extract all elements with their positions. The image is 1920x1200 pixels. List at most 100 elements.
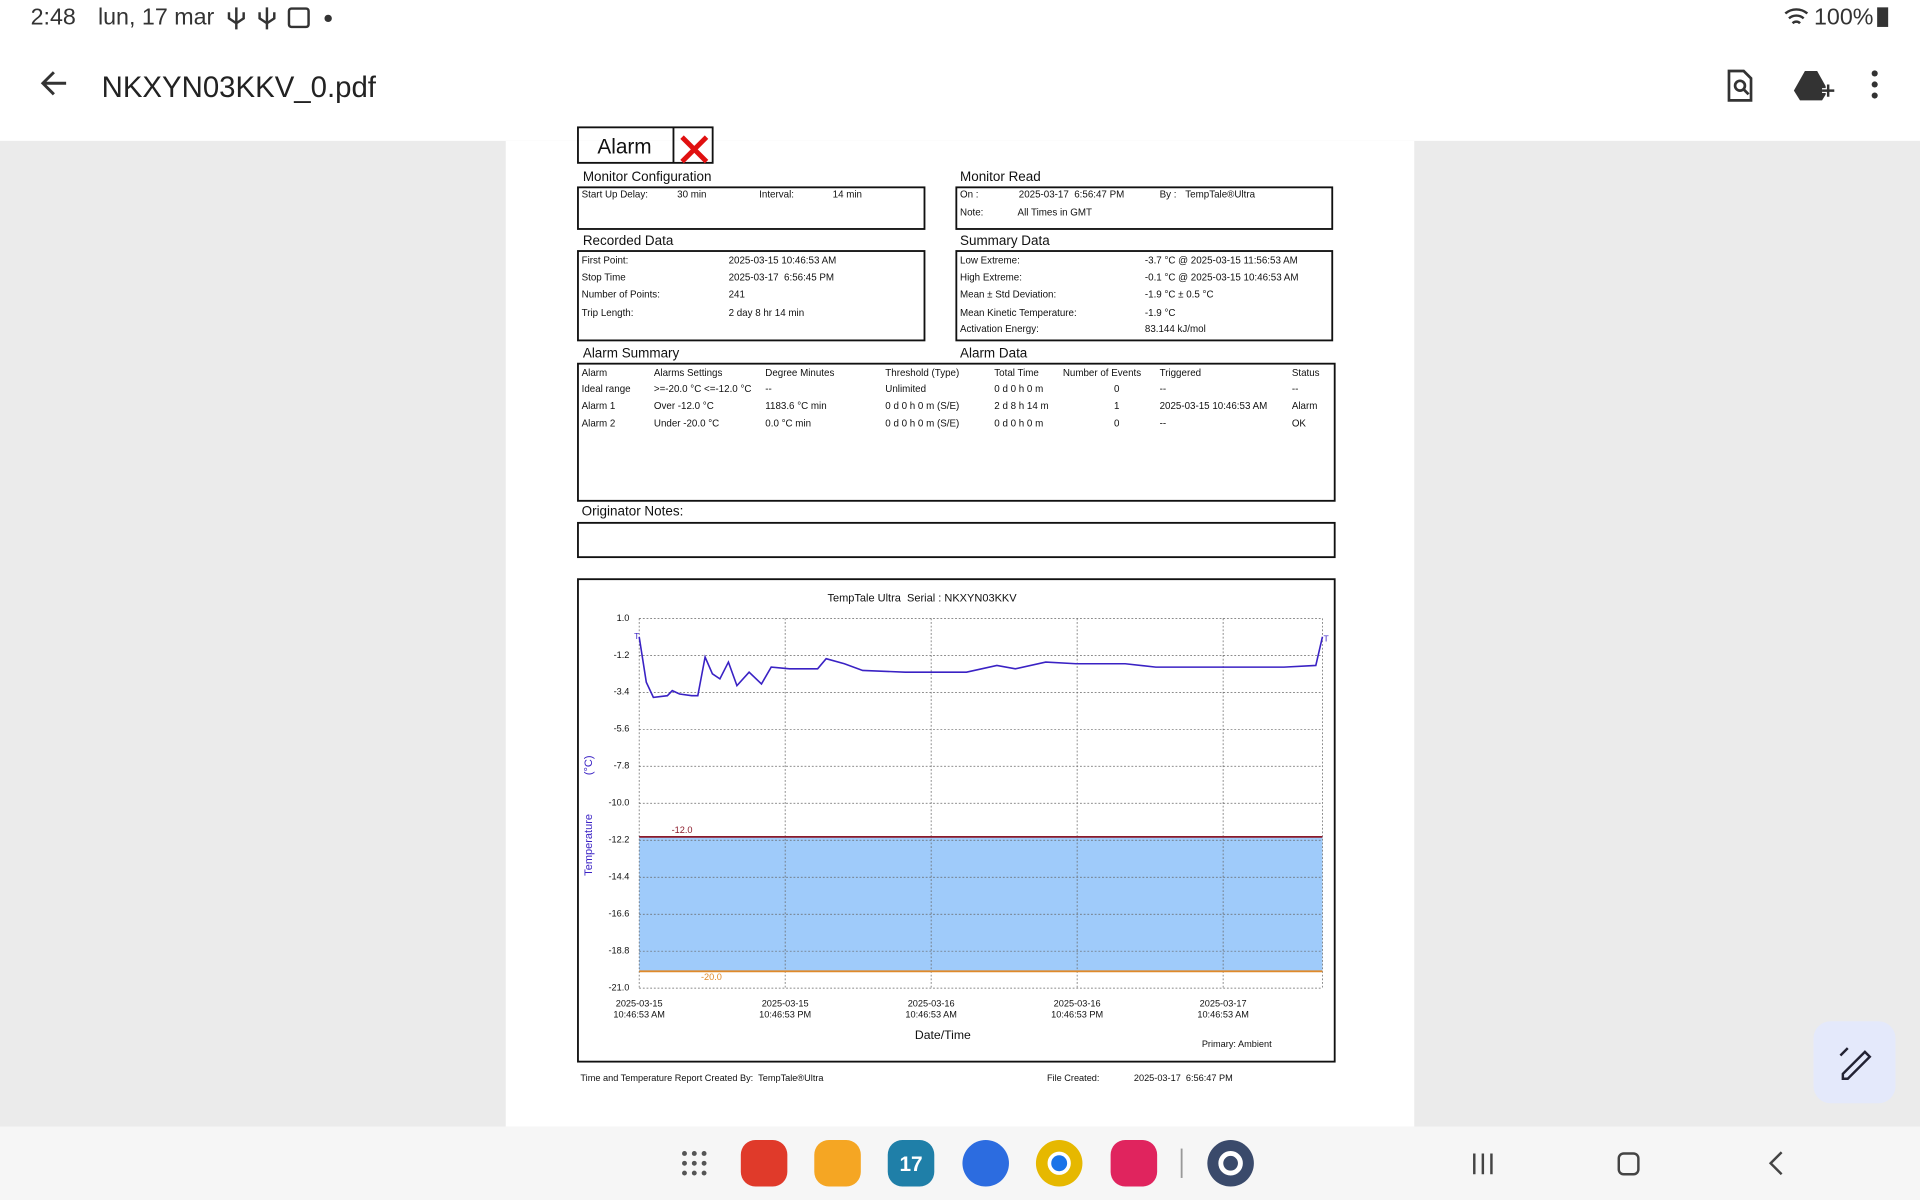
x-tick-label: 10:46:53 AM bbox=[613, 1010, 665, 1020]
cell-text: -1.9 °C ± 0.5 °C bbox=[1145, 290, 1214, 301]
chart-note: Primary: Ambient bbox=[1202, 1039, 1272, 1049]
cell-text: On : bbox=[960, 189, 978, 200]
cell-text: Alarm 2 bbox=[582, 418, 616, 429]
nav-bar bbox=[0, 1126, 1920, 1200]
x-tick-label: 2025-03-15 bbox=[616, 999, 663, 1009]
app-icon[interactable] bbox=[740, 1140, 788, 1187]
y-tick-label: -21.0 bbox=[608, 983, 629, 993]
home-button[interactable] bbox=[1617, 1152, 1640, 1176]
x-tick-label: 2025-03-16 bbox=[908, 999, 955, 1009]
cell-text: 2025-03-15 10:46:53 AM bbox=[729, 255, 837, 266]
cell-text: Ideal range bbox=[582, 384, 631, 395]
more-button[interactable] bbox=[1871, 70, 1878, 99]
search-doc-button[interactable] bbox=[1727, 69, 1753, 102]
cell-text: 0 d 0 h 0 m bbox=[994, 418, 1043, 429]
alarm-label: Alarm bbox=[597, 136, 651, 159]
cell-text: 2 day 8 hr 14 min bbox=[729, 308, 805, 319]
cell-text: Activation Energy: bbox=[960, 324, 1039, 335]
cell-text: Degree Minutes bbox=[765, 368, 834, 379]
cell-text: 0.0 °C min bbox=[765, 418, 811, 429]
cell-text: Over -12.0 °C bbox=[654, 401, 714, 412]
section-title: Monitor Configuration bbox=[583, 169, 712, 184]
report-boxes bbox=[577, 126, 1336, 1063]
cell-text: -- bbox=[1160, 418, 1167, 429]
y-tick-label: -10.0 bbox=[608, 798, 629, 808]
cell-text: All Times in GMT bbox=[1018, 208, 1092, 219]
cell-text: Total Time bbox=[994, 368, 1039, 379]
cell-text: 0 bbox=[1114, 384, 1120, 395]
cell-text: Alarm 1 bbox=[582, 401, 616, 412]
app-icon[interactable] bbox=[887, 1140, 935, 1187]
pdf-page bbox=[505, 140, 1415, 1127]
footer-text: 2025-03-17 6:56:47 PM bbox=[1134, 1073, 1233, 1083]
cell-text: Stop Time bbox=[582, 273, 626, 284]
cell-text: TempTale®Ultra bbox=[1185, 189, 1255, 200]
section-title: Originator Notes: bbox=[582, 503, 684, 518]
cell-text: Alarms Settings bbox=[654, 368, 723, 379]
cell-text: 1183.6 °C min bbox=[765, 401, 826, 412]
trip-marker: T bbox=[634, 631, 640, 641]
cell-text: Mean Kinetic Temperature: bbox=[960, 308, 1077, 319]
app-icon[interactable] bbox=[814, 1140, 861, 1187]
battery-level: 100% bbox=[1814, 4, 1873, 30]
alarm-x bbox=[680, 135, 709, 164]
app-icon[interactable] bbox=[1207, 1140, 1254, 1187]
apps-button[interactable] bbox=[682, 1151, 707, 1176]
chart-title: TempTale Ultra Serial : NKXYN03KKV bbox=[827, 593, 1017, 605]
app-icon[interactable] bbox=[1110, 1140, 1158, 1187]
x-tick-label: 10:46:53 PM bbox=[759, 1010, 811, 1020]
cell-text: Trip Length: bbox=[582, 308, 634, 319]
footer-text: File Created: bbox=[1047, 1073, 1100, 1083]
x-tick-label: 10:46:53 AM bbox=[905, 1010, 957, 1020]
cell-text: Unlimited bbox=[885, 384, 926, 395]
cell-text: Threshold (Type) bbox=[885, 368, 959, 379]
status-icons bbox=[227, 7, 332, 30]
y-axis-label: Temperature bbox=[583, 814, 595, 876]
cell-text: First Point: bbox=[582, 255, 629, 266]
temperature-line bbox=[638, 636, 1324, 699]
drive-button[interactable] bbox=[1793, 71, 1835, 101]
cell-text: By : bbox=[1160, 189, 1177, 200]
cell-text: Interval: bbox=[759, 189, 794, 200]
cell-text: Under -20.0 °C bbox=[654, 418, 719, 429]
y-tick-label: -16.6 bbox=[608, 909, 629, 919]
cell-text: 83.144 kJ/mol bbox=[1145, 324, 1206, 335]
section-title: Alarm Data bbox=[960, 345, 1028, 360]
app-icon[interactable] bbox=[962, 1140, 1009, 1187]
limit-label: -20.0 bbox=[701, 972, 722, 982]
section-title: Summary Data bbox=[960, 233, 1050, 248]
x-tick-label: 2025-03-17 bbox=[1200, 999, 1247, 1009]
cell-text: OK bbox=[1292, 418, 1307, 429]
recents-button[interactable] bbox=[1473, 1153, 1493, 1175]
cell-text: -- bbox=[1292, 384, 1299, 395]
cell-text: 0 d 0 h 0 m (S/E) bbox=[885, 401, 959, 412]
cell-text: -0.1 °C @ 2025-03-15 10:46:53 AM bbox=[1145, 273, 1299, 284]
section-title: Monitor Read bbox=[960, 169, 1041, 184]
cell-text: High Extreme: bbox=[960, 273, 1022, 284]
nav-back-button[interactable] bbox=[1768, 1151, 1783, 1176]
y-tick-label: -18.8 bbox=[608, 946, 629, 956]
y-tick-label: -14.4 bbox=[608, 872, 629, 882]
y-tick-label: 1.0 bbox=[617, 613, 630, 623]
top-bar bbox=[0, 0, 1920, 141]
cell-text: 2025-03-15 10:46:53 AM bbox=[1160, 401, 1268, 412]
edit-icon bbox=[1839, 1047, 1872, 1080]
back-button[interactable] bbox=[40, 71, 67, 96]
file-title: NKXYN03KKV_0.pdf bbox=[102, 71, 377, 104]
y-tick-label: -7.8 bbox=[614, 761, 630, 771]
footer-text: Time and Temperature Report Created By: … bbox=[580, 1073, 824, 1083]
cell-text: -- bbox=[765, 384, 772, 395]
cell-text: 0 bbox=[1114, 418, 1120, 429]
app-icon-detail bbox=[1047, 1151, 1071, 1175]
battery-icon bbox=[1877, 7, 1889, 27]
cell-text: Note: bbox=[960, 208, 983, 219]
cell-text: 2025-03-17 6:56:47 PM bbox=[1019, 189, 1125, 200]
section-title: Recorded Data bbox=[583, 233, 674, 248]
x-tick-label: 10:46:53 PM bbox=[1051, 1010, 1103, 1020]
y-tick-label: -1.2 bbox=[614, 650, 630, 660]
clock: 2:48 bbox=[31, 4, 76, 30]
cell-text: Number of Events bbox=[1063, 368, 1141, 379]
calendar-day: 17 bbox=[899, 1153, 922, 1176]
x-tick-label: 2025-03-15 bbox=[762, 999, 809, 1009]
cell-text: 2025-03-17 6:56:45 PM bbox=[729, 273, 835, 284]
